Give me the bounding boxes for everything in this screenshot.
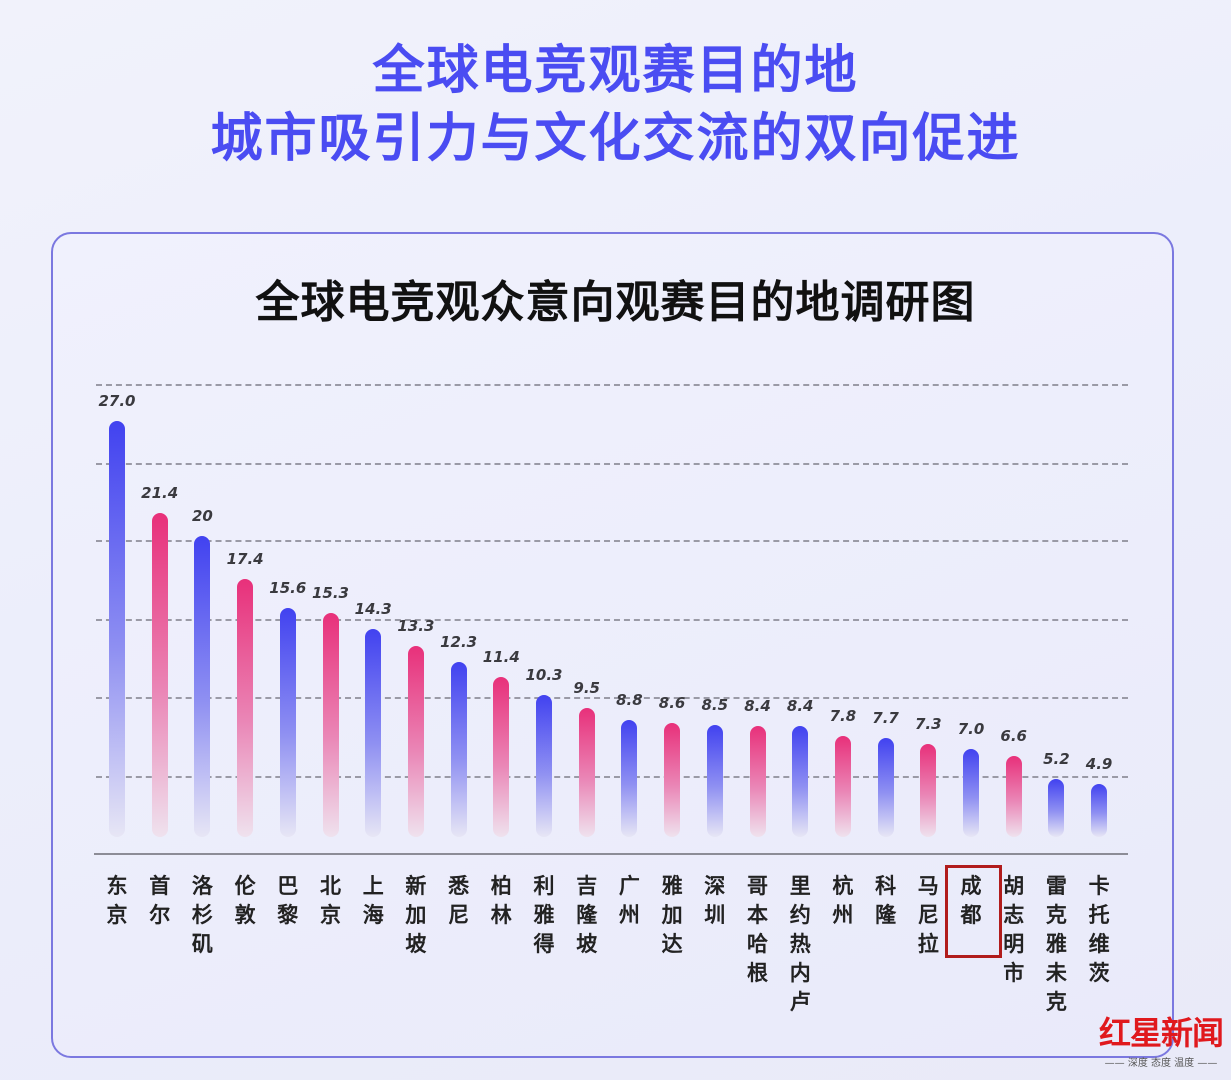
bar — [963, 749, 979, 837]
category-label: 新加坡 — [405, 874, 427, 956]
bar — [792, 726, 809, 837]
gridline — [96, 697, 1128, 699]
value-label: 8.4 — [786, 697, 814, 716]
category-label: 洛杉矶 — [191, 874, 213, 956]
category-label: 马尼拉 — [917, 874, 939, 956]
gridline — [96, 619, 1128, 621]
category-label: 悉尼 — [448, 874, 470, 927]
value-label: 8.6 — [658, 693, 686, 712]
category-label: 雷克雅未克 — [1045, 874, 1067, 1014]
bar — [194, 536, 211, 837]
bar — [834, 736, 851, 837]
category-label: 深圳 — [704, 874, 726, 927]
watermark-logo: 红星新闻 —— 深度 态度 温度 —— — [1096, 1008, 1226, 1069]
bar — [1091, 783, 1108, 837]
bar — [706, 724, 723, 837]
category-label: 科隆 — [875, 874, 897, 927]
category-label: 卡托维茨 — [1088, 874, 1110, 985]
category-label: 哥本哈根 — [747, 874, 768, 985]
bar — [279, 608, 296, 837]
bar — [536, 695, 552, 837]
gridline — [96, 776, 1128, 778]
value-label: 17.4 — [226, 549, 264, 568]
category-label: 吉隆坡 — [576, 874, 598, 956]
bar — [109, 421, 125, 837]
value-label: 8.8 — [616, 690, 643, 709]
category-label: 雅加达 — [661, 874, 683, 956]
bar — [621, 719, 638, 837]
category-label: 北京 — [320, 874, 341, 927]
bar — [450, 662, 467, 837]
bar — [1005, 755, 1022, 837]
category-label: 柏林 — [490, 874, 512, 927]
value-label: 27.0 — [98, 392, 136, 411]
value-label: 4.9 — [1085, 754, 1113, 773]
category-label: 首尔 — [149, 874, 171, 927]
bar — [920, 744, 937, 837]
value-label: 10.3 — [525, 666, 563, 685]
highlight-box-chengdu — [945, 865, 1002, 958]
value-label: 7.3 — [915, 715, 942, 734]
category-label: 东京 — [106, 874, 128, 927]
category-label: 里约热内卢 — [789, 874, 811, 1014]
bar — [877, 737, 894, 837]
value-label: 8.5 — [701, 695, 729, 714]
category-label: 胡志明市 — [1003, 874, 1025, 985]
value-label: 7.7 — [872, 708, 899, 727]
category-label: 利雅得 — [533, 874, 555, 956]
gridline — [96, 540, 1128, 542]
value-label: 5.2 — [1043, 749, 1070, 768]
x-axis-line — [94, 853, 1128, 855]
bar — [365, 629, 382, 837]
value-label: 7.8 — [829, 707, 857, 726]
main-title-line1: 全球电竞观赛目的地 — [372, 41, 859, 101]
bar — [237, 578, 254, 837]
value-label: 20 — [191, 507, 213, 525]
bar — [151, 513, 168, 837]
value-label: 15.3 — [311, 584, 349, 603]
bar — [749, 726, 766, 837]
bar — [664, 722, 681, 837]
value-label: 8.4 — [744, 697, 771, 716]
brand-name: 红星新闻 — [1098, 1014, 1224, 1052]
category-label: 伦敦 — [234, 874, 256, 927]
bar — [493, 677, 510, 837]
category-label: 巴黎 — [277, 874, 299, 927]
category-label: 广州 — [618, 874, 640, 927]
bar — [322, 613, 339, 837]
category-label: 杭州 — [832, 874, 854, 927]
value-label: 15.6 — [269, 579, 307, 598]
gridline — [96, 463, 1128, 465]
chart-title: 全球电竞观众意向观赛目的地调研图 — [255, 277, 976, 328]
bar — [1048, 778, 1065, 837]
bar — [407, 645, 424, 837]
value-label: 11.4 — [482, 648, 520, 667]
main-title-line2: 城市吸引力与文化交流的双向促进 — [210, 109, 1021, 169]
gridline — [96, 384, 1128, 386]
brand-slogan: —— 深度 态度 温度 —— — [1104, 1058, 1218, 1069]
value-label: 12.3 — [440, 633, 478, 652]
category-label: 上海 — [362, 874, 384, 927]
value-label: 14.3 — [354, 600, 392, 619]
value-label: 21.4 — [141, 484, 179, 503]
value-label: 9.5 — [573, 679, 600, 698]
bar — [578, 708, 595, 837]
value-label: 6.6 — [1000, 726, 1027, 745]
value-label: 7.0 — [957, 720, 985, 739]
category-label: 成都 — [960, 874, 982, 927]
value-label: 13.3 — [397, 616, 435, 635]
